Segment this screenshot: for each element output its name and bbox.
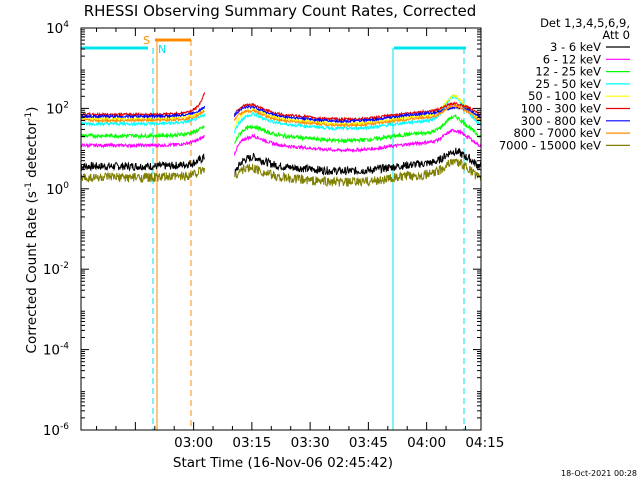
x-tick-label: 03:00 [174, 435, 213, 451]
x-tick-label: 03:45 [349, 435, 388, 451]
y-tick-label: 102 [46, 100, 69, 117]
s-flag-label: S [143, 34, 150, 47]
series-line-6 [80, 92, 482, 122]
y-tick-label: 10-4 [43, 342, 69, 359]
x-tick-label: 04:15 [465, 435, 504, 451]
legend-label-1: 3 - 6 keV [550, 40, 601, 54]
series-line-2 [80, 128, 482, 156]
series-line-8 [80, 103, 482, 128]
legend-label-9: 7000 - 15000 keV [499, 138, 601, 152]
y-tick-label: 104 [46, 20, 69, 37]
x-tick-label: 03:15 [232, 435, 271, 451]
legend-label-2: 6 - 12 keV [543, 52, 601, 66]
legend-label-4: 25 - 50 keV [535, 77, 601, 91]
n-flag-label: N [158, 43, 166, 56]
y-tick-label: 100 [46, 181, 69, 198]
series-line-9 [80, 158, 482, 188]
x-tick-label: 04:00 [407, 435, 446, 451]
legend-label-8: 800 - 7000 keV [513, 126, 601, 140]
chart-title: RHESSI Observing Summary Count Rates, Co… [84, 2, 477, 20]
axis-frame [80, 27, 482, 431]
x-axis-label: Start Time (16-Nov-06 02:45:42) [173, 455, 393, 471]
legend-label-6: 100 - 300 keV [521, 102, 601, 116]
footer-date: 18-Oct-2021 00:28 [561, 469, 637, 478]
series-line-3 [80, 113, 482, 144]
y-tick-label: 10-2 [43, 261, 69, 278]
series-line-1 [80, 147, 482, 178]
x-tick-label: 03:30 [291, 435, 330, 451]
y-tick-label: 10-6 [43, 422, 69, 439]
legend-label-7: 300 - 800 keV [521, 114, 601, 128]
legend-header-detectors: Det 1,3,4,5,6,9, [540, 16, 630, 30]
legend-label-5: 50 - 100 keV [528, 89, 601, 103]
series-line-7 [80, 104, 482, 124]
plot-area: SN [80, 34, 482, 430]
axes: 104 102 100 10-2 10-4 10-6 03:00 03:15 03:30 03:4… [43, 20, 505, 451]
legend-header-attenuator: Att 0 [602, 28, 630, 42]
legend-label-3: 12 - 25 keV [535, 65, 601, 79]
y-axis-label: Corrected Count Rate (s-1 detector-1) [24, 107, 40, 354]
